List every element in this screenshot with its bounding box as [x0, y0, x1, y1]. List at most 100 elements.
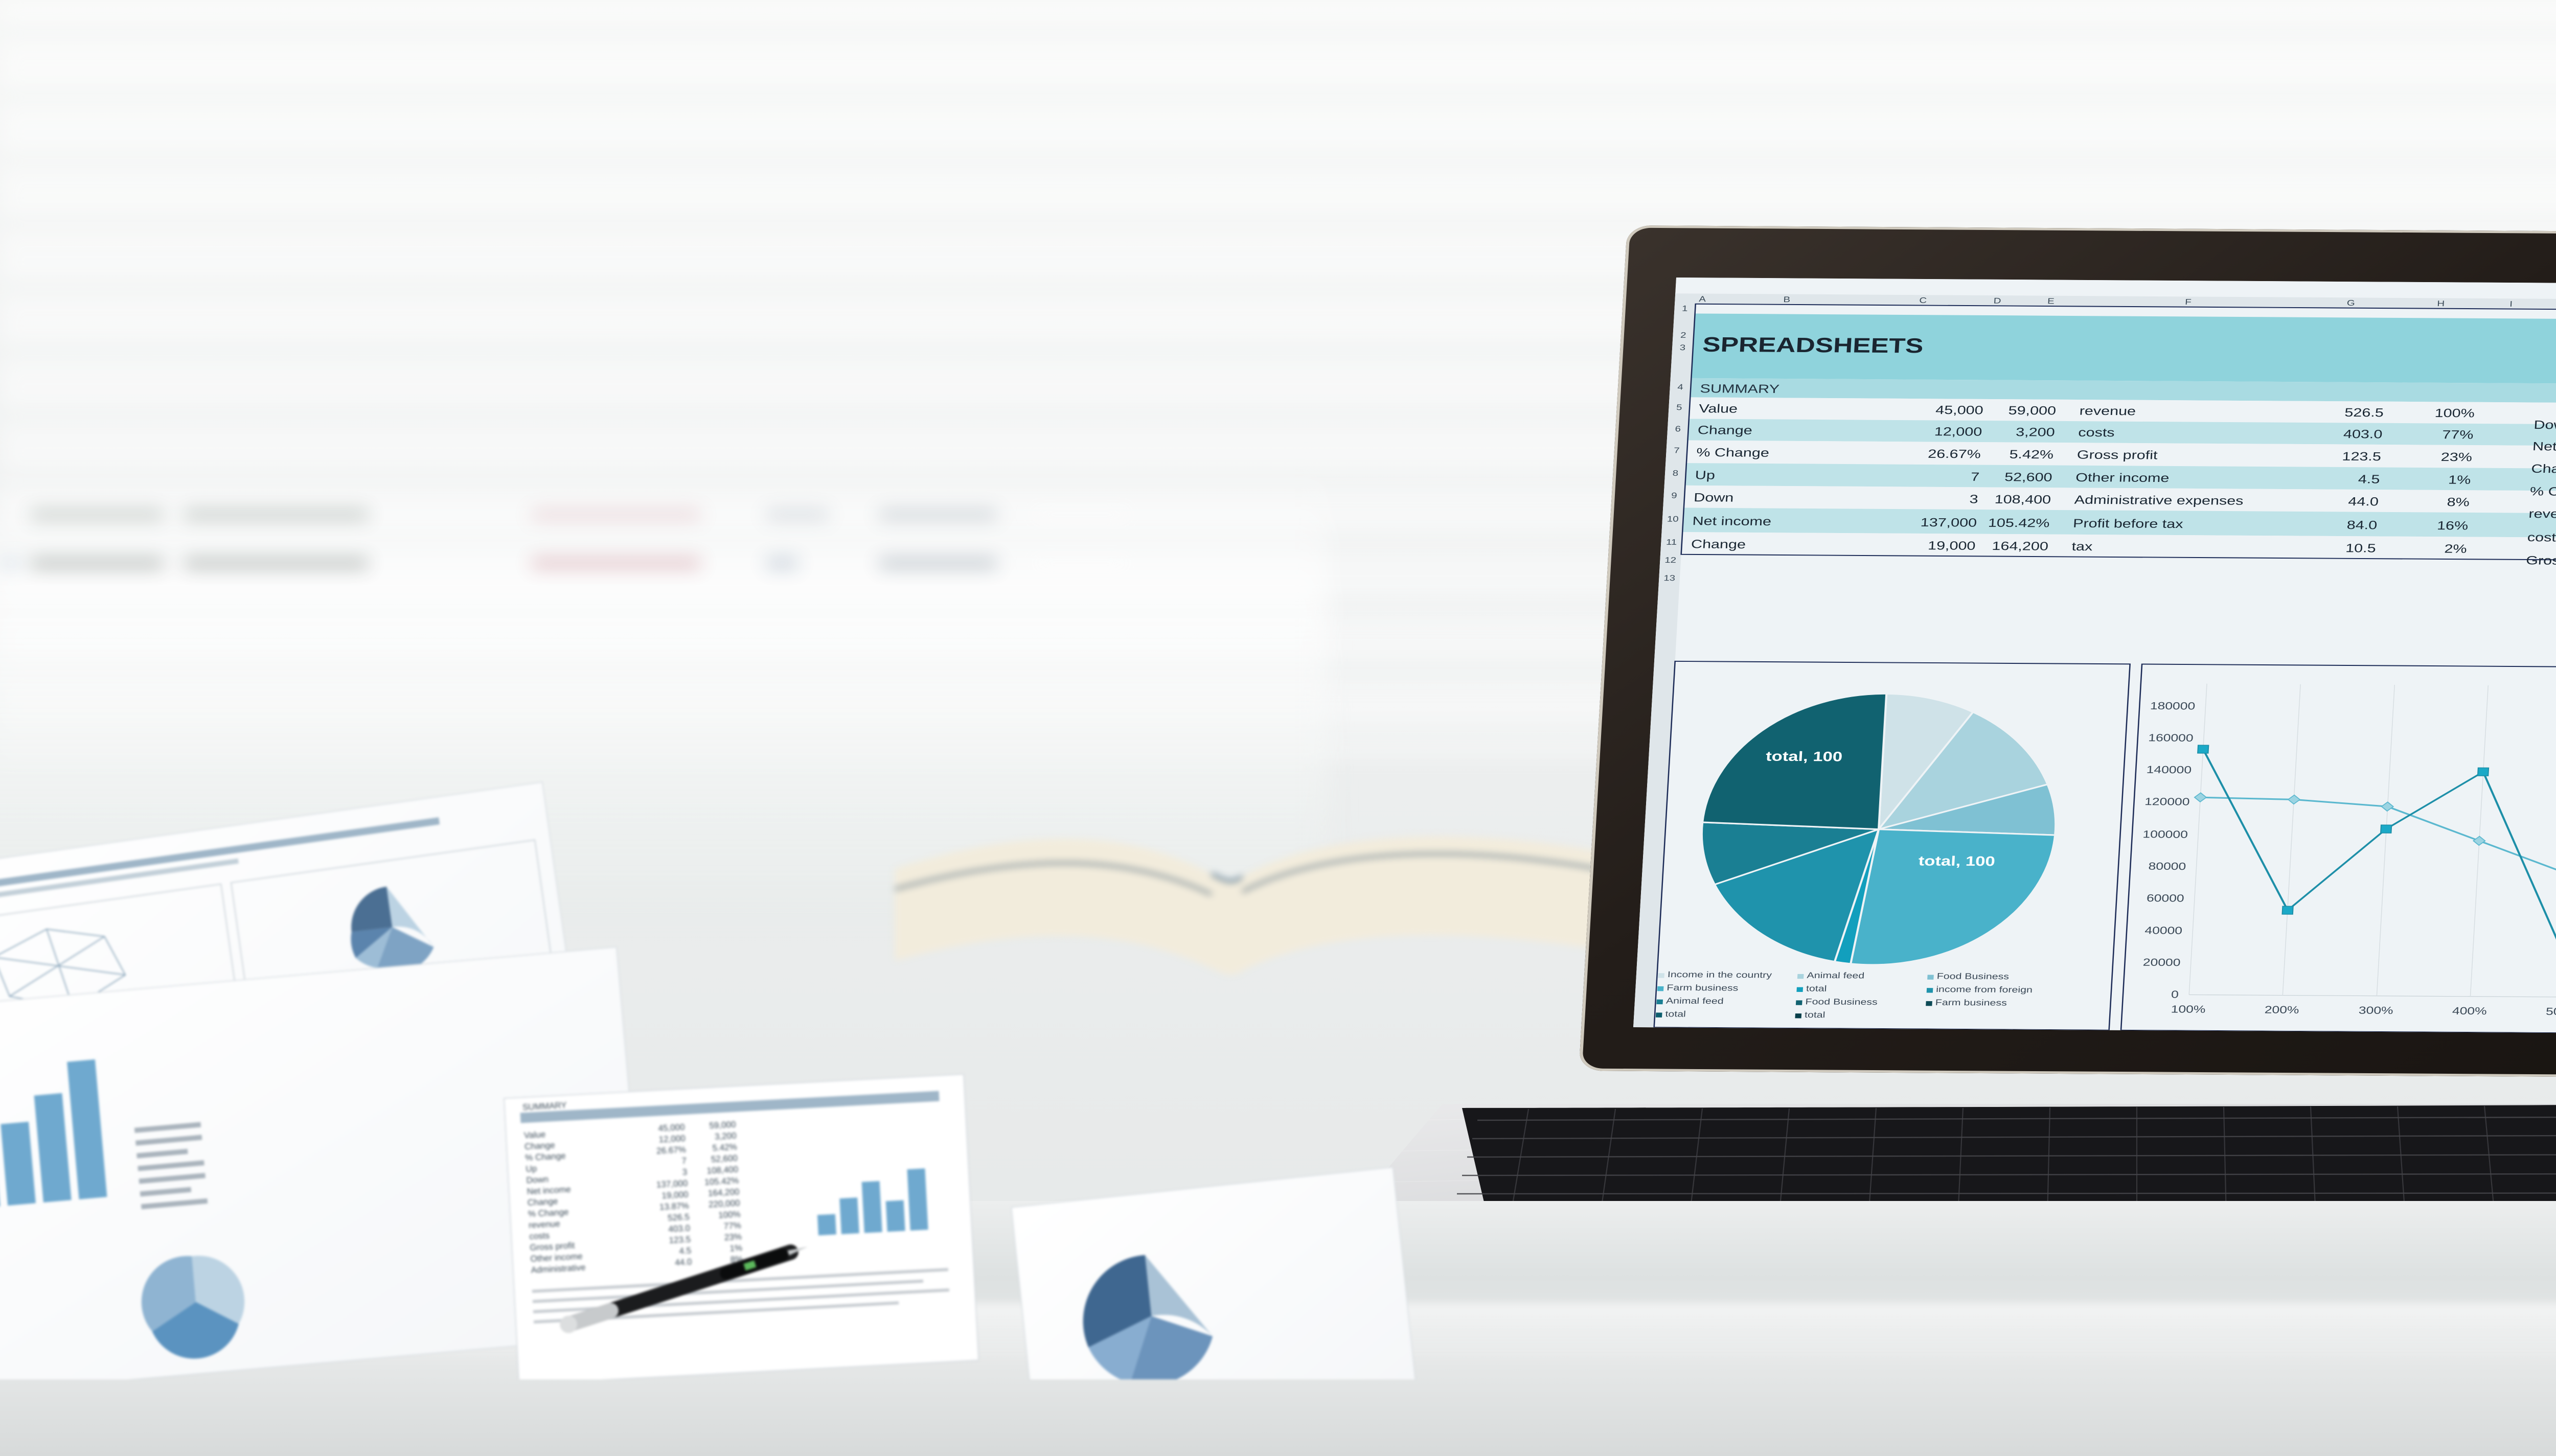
- svg-text:77%: 77%: [2442, 428, 2474, 442]
- svg-text:23%: 23%: [2440, 450, 2473, 464]
- svg-text:total: total: [1806, 984, 1827, 993]
- svg-text:108,400: 108,400: [1994, 492, 2051, 506]
- svg-text:Up: Up: [1695, 468, 1716, 482]
- svg-text:500%: 500%: [2545, 1006, 2556, 1018]
- svg-text:1: 1: [1682, 304, 1688, 313]
- svg-text:tax: tax: [2071, 539, 2093, 553]
- svg-text:137,000: 137,000: [1920, 515, 1977, 529]
- svg-text:8: 8: [1672, 469, 1678, 477]
- svg-text:100000: 100000: [2142, 828, 2188, 840]
- svg-text:13.87%: 13.87%: [659, 1201, 689, 1212]
- svg-text:5: 5: [1676, 403, 1682, 411]
- svg-text:5.42%: 5.42%: [712, 1142, 737, 1152]
- svg-text:20000: 20000: [2142, 957, 2181, 968]
- svg-text:Gross profit: Gross profit: [2526, 553, 2556, 568]
- svg-text:1%: 1%: [729, 1243, 743, 1253]
- svg-text:59,000: 59,000: [2008, 403, 2057, 417]
- svg-text:4.5: 4.5: [2358, 472, 2380, 486]
- svg-text:costs: costs: [2078, 425, 2115, 439]
- svg-text:403.0: 403.0: [2343, 427, 2383, 441]
- svg-text:3: 3: [1679, 343, 1685, 352]
- svg-text:11: 11: [1666, 538, 1677, 546]
- svg-text:4: 4: [1677, 383, 1683, 391]
- svg-text:100%: 100%: [718, 1209, 741, 1220]
- svg-text:Value: Value: [523, 1129, 545, 1140]
- svg-text:3: 3: [1969, 492, 1979, 506]
- svg-text:Net income: Net income: [2532, 440, 2556, 454]
- svg-text:E: E: [2047, 297, 2055, 306]
- svg-text:Farm business: Farm business: [1667, 983, 1739, 993]
- svg-text:19,000: 19,000: [661, 1190, 689, 1201]
- svg-text:Change: Change: [1697, 423, 1752, 437]
- svg-text:Animal feed: Animal feed: [1665, 997, 1724, 1006]
- svg-text:I: I: [2509, 299, 2513, 308]
- svg-text:105.42%: 105.42%: [704, 1175, 739, 1187]
- svg-text:2%: 2%: [2444, 542, 2468, 556]
- svg-text:7: 7: [1674, 446, 1680, 455]
- svg-text:D: D: [1993, 296, 2001, 305]
- svg-text:164,200: 164,200: [708, 1187, 739, 1198]
- svg-text:Animal feed: Animal feed: [1807, 971, 1865, 981]
- svg-text:526.5: 526.5: [2344, 405, 2384, 419]
- svg-text:108,400: 108,400: [706, 1164, 738, 1175]
- svg-text:4.5: 4.5: [679, 1245, 692, 1256]
- svg-text:137,000: 137,000: [656, 1178, 688, 1190]
- svg-text:59,000: 59,000: [709, 1120, 736, 1131]
- svg-text:Net income: Net income: [1692, 514, 1772, 528]
- svg-text:C: C: [1919, 296, 1927, 305]
- svg-text:G: G: [2346, 298, 2355, 307]
- svg-text:0: 0: [2171, 988, 2179, 1000]
- svg-text:40000: 40000: [2144, 925, 2183, 936]
- svg-text:3,200: 3,200: [2016, 425, 2056, 439]
- svg-text:3: 3: [682, 1167, 687, 1177]
- svg-text:105.42%: 105.42%: [1988, 516, 2050, 529]
- svg-text:9: 9: [1671, 491, 1677, 500]
- svg-text:Down: Down: [2534, 418, 2556, 431]
- svg-text:Farm business: Farm business: [1935, 998, 2007, 1008]
- svg-text:Change: Change: [2531, 461, 2556, 475]
- svg-text:Profit before tax: Profit before tax: [2072, 516, 2183, 530]
- svg-text:80000: 80000: [2148, 861, 2186, 872]
- svg-text:164,200: 164,200: [1992, 539, 2049, 553]
- svg-text:100%: 100%: [2434, 406, 2475, 420]
- svg-text:A: A: [1699, 294, 1707, 303]
- svg-text:Change: Change: [1691, 537, 1746, 551]
- svg-text:total, 100: total, 100: [1918, 853, 1996, 869]
- svg-text:revenue: revenue: [2528, 507, 2556, 521]
- svg-text:total: total: [1665, 1010, 1686, 1019]
- svg-text:45,000: 45,000: [1935, 403, 1984, 417]
- svg-text:77%: 77%: [723, 1220, 741, 1231]
- svg-text:16%: 16%: [2436, 519, 2469, 533]
- svg-text:Change: Change: [524, 1140, 555, 1151]
- svg-text:Income in the country: Income in the country: [1667, 970, 1772, 980]
- svg-text:100%: 100%: [2171, 1003, 2206, 1015]
- svg-text:Down: Down: [526, 1174, 549, 1185]
- svg-text:200%: 200%: [2264, 1004, 2299, 1015]
- svg-text:123.5: 123.5: [669, 1234, 691, 1245]
- svg-text:45,000: 45,000: [658, 1122, 685, 1134]
- svg-text:% Change: % Change: [2529, 484, 2556, 499]
- svg-text:13: 13: [1663, 573, 1676, 582]
- svg-text:3,200: 3,200: [715, 1130, 737, 1141]
- svg-text:123.5: 123.5: [2342, 449, 2382, 463]
- svg-text:total, 100: total, 100: [1765, 749, 1843, 765]
- svg-text:Food Business: Food Business: [1805, 997, 1878, 1007]
- svg-text:7: 7: [681, 1156, 687, 1166]
- svg-text:Up: Up: [526, 1164, 537, 1174]
- svg-text:revenue: revenue: [529, 1219, 560, 1230]
- svg-text:% Change: % Change: [1696, 445, 1770, 459]
- svg-text:12: 12: [1664, 556, 1677, 564]
- svg-text:5.42%: 5.42%: [2009, 447, 2054, 461]
- svg-text:Down: Down: [1694, 491, 1735, 504]
- svg-text:1%: 1%: [2448, 473, 2472, 487]
- svg-text:Administrative expenses: Administrative expenses: [2074, 493, 2244, 507]
- svg-text:total: total: [1805, 1010, 1825, 1020]
- svg-text:Change: Change: [527, 1196, 558, 1208]
- svg-text:120000: 120000: [2144, 796, 2190, 807]
- svg-text:SPREADSHEETS: SPREADSHEETS: [1702, 333, 1924, 357]
- svg-text:SUMMARY: SUMMARY: [1700, 382, 1780, 396]
- svg-text:10: 10: [1667, 515, 1679, 523]
- svg-text:Gross profit: Gross profit: [2076, 448, 2158, 462]
- svg-text:costs: costs: [2527, 530, 2556, 544]
- svg-text:44.0: 44.0: [675, 1257, 692, 1267]
